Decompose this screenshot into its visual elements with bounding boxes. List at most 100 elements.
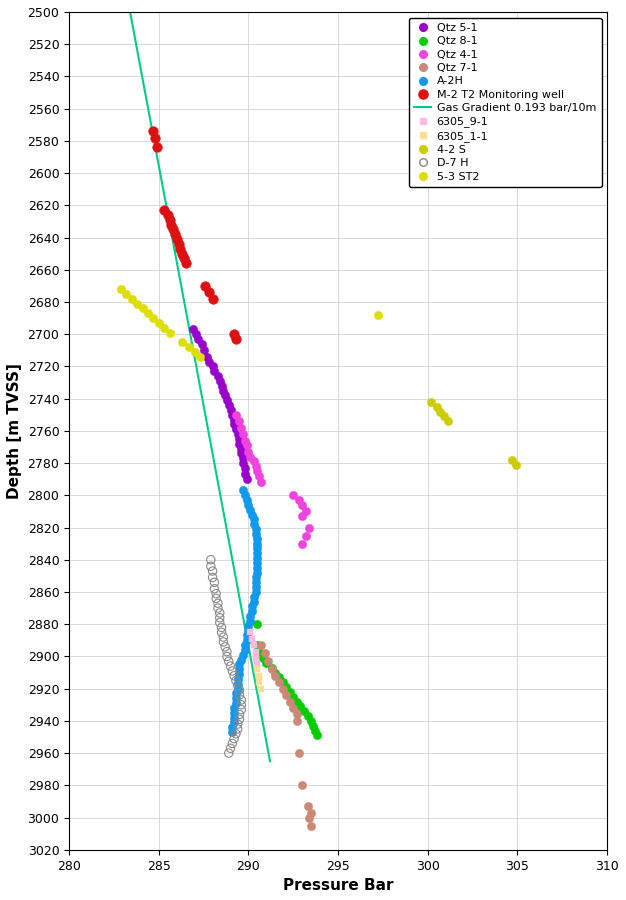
Point [249, 518, 259, 532]
Point [204, 285, 214, 300]
Point [215, 606, 225, 620]
Point [242, 472, 252, 486]
Point [235, 712, 245, 726]
Point [231, 422, 241, 436]
Point [297, 536, 307, 551]
Point [304, 810, 314, 824]
Point [200, 279, 210, 293]
Point [229, 701, 239, 716]
Point [236, 652, 246, 667]
Point [244, 498, 254, 512]
Point [256, 638, 266, 652]
Point [254, 469, 264, 483]
Point [116, 282, 126, 296]
Point [270, 669, 280, 683]
Point [225, 402, 235, 417]
Point [250, 585, 260, 599]
Point [121, 287, 131, 302]
Point [233, 717, 243, 732]
Y-axis label: Depth [m TVSS]: Depth [m TVSS] [7, 363, 22, 499]
Point [292, 714, 302, 728]
Point [217, 620, 227, 634]
Point [202, 349, 212, 364]
Point [262, 656, 272, 670]
Point [274, 675, 284, 689]
Point [233, 671, 243, 686]
Point [209, 581, 219, 596]
Point [148, 124, 158, 139]
Point [252, 536, 262, 551]
Point [150, 130, 160, 145]
Point [227, 736, 237, 751]
Point [217, 379, 227, 393]
Point [215, 616, 225, 630]
Point [235, 414, 245, 428]
Point [231, 673, 241, 688]
Point [220, 640, 230, 654]
Point [177, 247, 187, 261]
Point [132, 296, 142, 310]
Point [223, 398, 233, 412]
Point [148, 310, 158, 325]
Point [227, 720, 237, 734]
Point [252, 565, 262, 580]
Point [235, 657, 245, 671]
Point [236, 702, 246, 716]
Point [236, 698, 246, 712]
Point [240, 433, 250, 447]
Point [181, 256, 191, 271]
Point [250, 575, 260, 590]
Point [249, 512, 259, 526]
Point [229, 327, 239, 341]
Point [260, 646, 270, 661]
Point [170, 227, 180, 241]
Point [208, 292, 218, 306]
Point [206, 553, 216, 567]
Point [247, 508, 257, 522]
Point [256, 475, 266, 490]
Point [229, 716, 239, 730]
Point [240, 643, 250, 657]
Point [236, 420, 246, 435]
Point [252, 638, 262, 652]
Point [235, 688, 245, 702]
Point [443, 414, 453, 428]
Point [254, 644, 264, 659]
Point [218, 634, 228, 649]
Point [245, 626, 255, 640]
Point [306, 806, 316, 820]
Point [252, 532, 262, 546]
Point [289, 488, 299, 502]
Point [297, 498, 307, 512]
Point [236, 446, 246, 461]
Point [238, 451, 248, 465]
Point [215, 374, 225, 388]
Point [208, 571, 218, 585]
Point [218, 383, 228, 398]
Point [426, 395, 436, 410]
Point [249, 638, 259, 652]
Point [220, 388, 230, 402]
Point [292, 707, 302, 722]
Point [254, 669, 264, 683]
Point [281, 688, 291, 702]
Point [193, 332, 203, 347]
Point [249, 595, 259, 609]
Point [267, 662, 277, 677]
Point [301, 504, 311, 518]
Point [233, 677, 243, 691]
Point [208, 563, 218, 578]
Point [154, 316, 164, 330]
Point [213, 369, 223, 383]
Point [217, 626, 227, 640]
Point [252, 464, 262, 478]
Point [233, 722, 243, 736]
Point [229, 412, 239, 427]
Point [213, 596, 223, 610]
X-axis label: Pressure Bar: Pressure Bar [283, 878, 393, 893]
Point [250, 644, 260, 659]
Point [138, 302, 148, 316]
Point [240, 467, 250, 482]
Point [238, 648, 248, 662]
Point [242, 628, 252, 643]
